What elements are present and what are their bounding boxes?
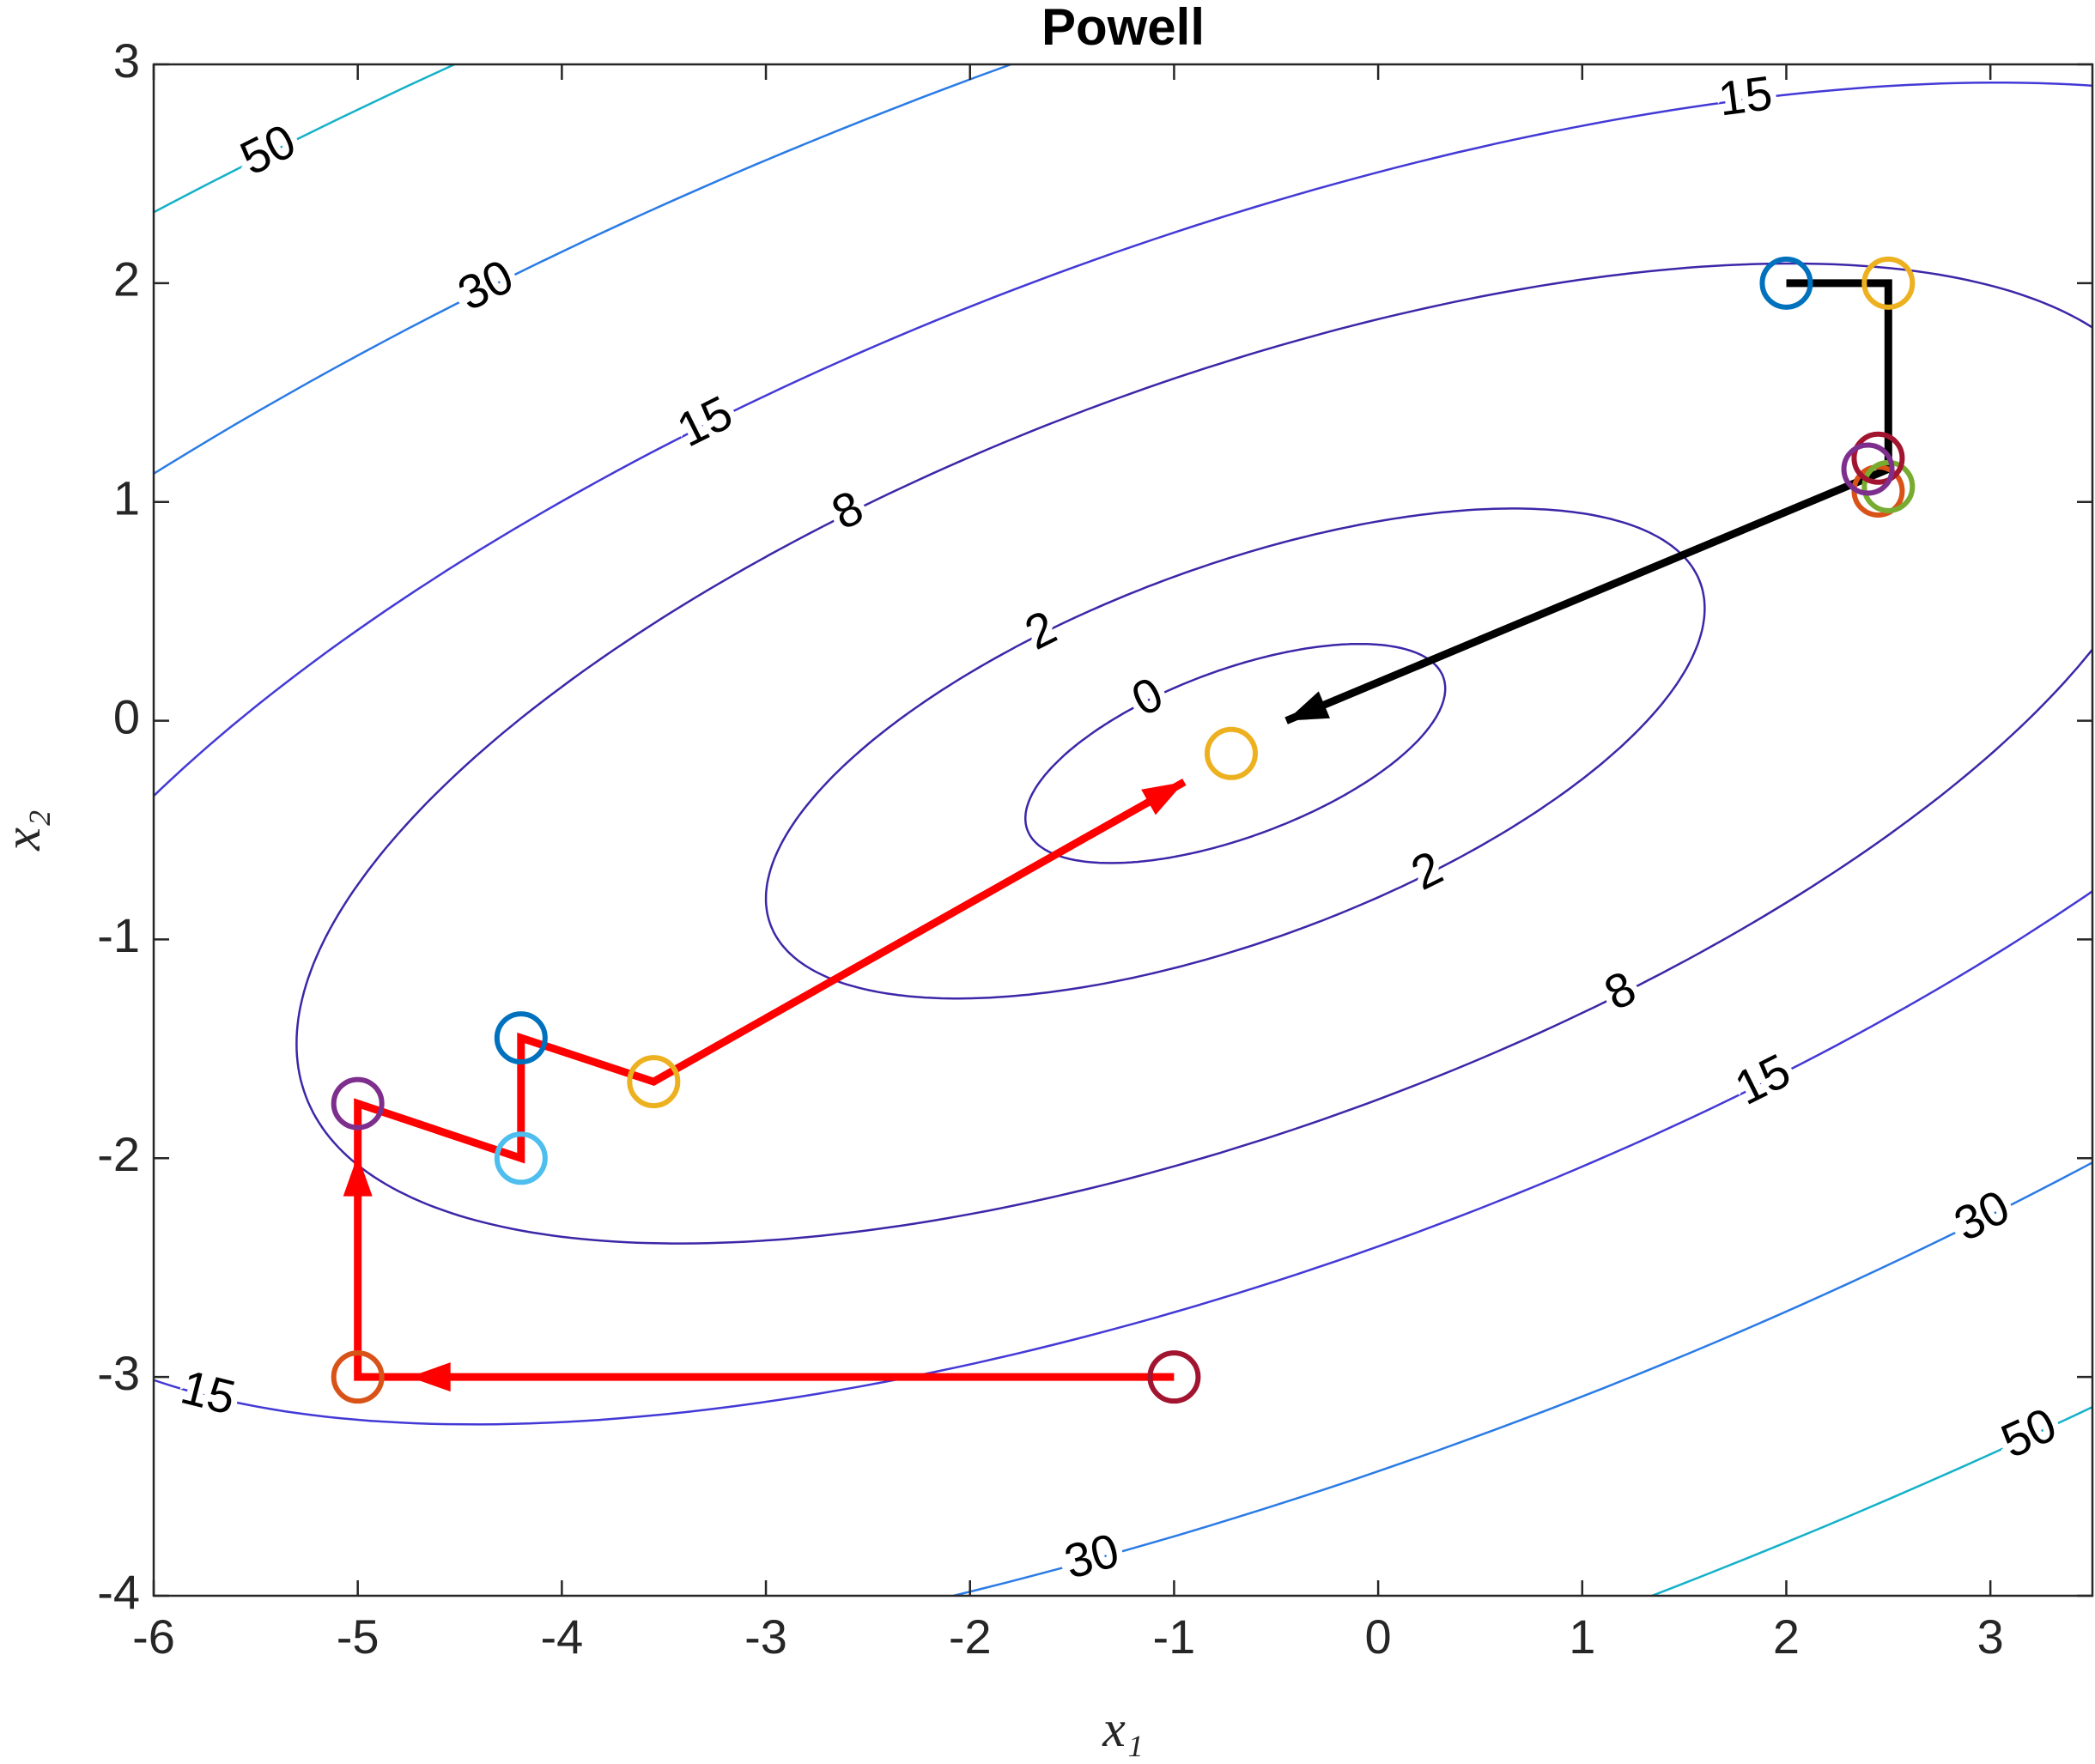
iterate-marker [1861, 256, 1916, 310]
iterate-marker [627, 1055, 681, 1109]
y-tick-label: -3 [97, 1346, 140, 1400]
y-tick-label: -1 [97, 908, 140, 962]
plot-area [154, 64, 2092, 1596]
x-tick-label: -2 [949, 1609, 992, 1664]
x-tick-label: 3 [1977, 1609, 2004, 1664]
y-tick-label: 3 [113, 33, 140, 88]
x-tick-label: -3 [744, 1609, 787, 1664]
y-tick-label: 1 [113, 471, 140, 525]
contour-label: 15 [1715, 65, 1776, 125]
iterate-marker [1861, 459, 1916, 513]
arrow-head [343, 1155, 373, 1197]
iterate-marker [494, 1131, 548, 1185]
y-tick-label: -2 [97, 1127, 140, 1181]
x-tick-label: 1 [1569, 1609, 1595, 1664]
x-tick-label: -6 [132, 1609, 175, 1664]
iterate-marker [1851, 431, 1905, 485]
contour-line [154, 81, 2092, 1426]
iterate-marker [331, 1350, 385, 1404]
x-tick-label: -4 [540, 1609, 583, 1664]
x-tick-label: 2 [1773, 1609, 1800, 1664]
arrow-head [1286, 691, 1330, 721]
y-tick-label: 0 [113, 689, 140, 743]
y-axis-label: x₂ [0, 809, 51, 852]
contour-line [295, 262, 2092, 1245]
x-tick-label: -1 [1153, 1609, 1196, 1664]
chart-title: Powell [1041, 0, 1205, 56]
y-tick-label: 2 [113, 252, 140, 306]
ticks: -6 -5 -4 -3 -2 -1 0 1 2 3 -4 -3 -2 -1 0 1 2 3 [97, 33, 2092, 1664]
axes-box [152, 63, 2094, 1597]
contour-line [1023, 642, 1447, 864]
y-tick-label: -4 [97, 1565, 140, 1619]
paths [331, 256, 1916, 1404]
x-axis-label: x₁ [1102, 1700, 1144, 1757]
arrow-head [409, 1362, 451, 1392]
iterate-marker [1759, 256, 1813, 310]
iterate-marker [331, 1076, 385, 1131]
iterate-marker [1841, 442, 1895, 496]
x-tick-label: -5 [337, 1609, 380, 1664]
iterate-marker [1204, 726, 1258, 780]
search-path [354, 778, 1187, 1381]
iterate-marker [494, 1011, 548, 1065]
x-tick-label: 0 [1365, 1609, 1392, 1664]
search-path [1284, 279, 1892, 724]
contour-line [764, 507, 1706, 1000]
arrow-head [1141, 781, 1185, 815]
iterate-marker [1147, 1350, 1201, 1404]
